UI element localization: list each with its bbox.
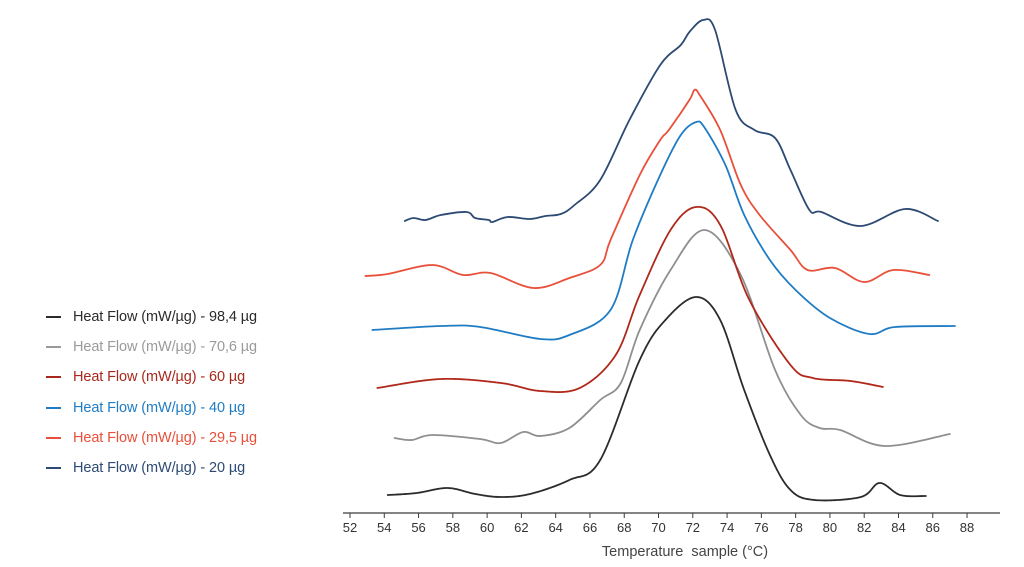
legend-item: Heat Flow (mW/µg) - 20 µg bbox=[46, 453, 257, 483]
legend-swatch bbox=[46, 406, 61, 409]
legend-swatch bbox=[46, 467, 61, 470]
x-axis-title: Temperature sample (°C) bbox=[602, 544, 768, 560]
legend-label: Heat Flow (mW/µg) - 29,5 µg bbox=[73, 429, 258, 446]
legend-swatch bbox=[46, 436, 61, 439]
legend-item: Heat Flow (mW/µg) - 29,5 µg bbox=[46, 423, 257, 453]
legend-label: Heat Flow (mW/µg) - 20 µg bbox=[73, 460, 246, 477]
x-tick-label: 60 bbox=[480, 520, 494, 535]
series-layer bbox=[364, 18, 956, 502]
x-tick-label: 84 bbox=[891, 520, 905, 535]
x-axis-ticks: 52 54 56 58 60 62 64 66 68 70 72 74 76 78 80 82 84 86 88 bbox=[343, 513, 974, 535]
x-tick-label: 72 bbox=[686, 520, 700, 535]
x-tick-label: 74 bbox=[720, 520, 734, 535]
legend-label: Heat Flow (mW/µg) - 60 µg bbox=[73, 369, 246, 386]
x-tick-label: 54 bbox=[377, 520, 391, 535]
x-tick-label: 58 bbox=[446, 520, 460, 535]
legend-item: Heat Flow (mW/µg) - 40 µg bbox=[46, 393, 257, 423]
x-tick-label: 52 bbox=[343, 520, 357, 535]
series-line-1 bbox=[393, 229, 951, 447]
x-tick-label: 80 bbox=[823, 520, 837, 535]
series-line-0 bbox=[386, 296, 927, 502]
x-tick-label: 86 bbox=[926, 520, 940, 535]
legend-item: Heat Flow (mW/µg) - 60 µg bbox=[46, 362, 257, 392]
series-line-3 bbox=[371, 120, 956, 341]
x-tick-label: 56 bbox=[411, 520, 425, 535]
legend-swatch bbox=[46, 376, 61, 379]
legend-label: Heat Flow (mW/µg) - 70,6 µg bbox=[73, 339, 258, 356]
legend: Heat Flow (mW/µg) - 98,4 µg Heat Flow (mW… bbox=[46, 302, 257, 483]
x-tick-label: 66 bbox=[583, 520, 597, 535]
legend-label: Heat Flow (mW/µg) - 40 µg bbox=[73, 399, 246, 416]
legend-swatch bbox=[46, 346, 61, 349]
x-tick-label: 62 bbox=[514, 520, 528, 535]
x-tick-label: 64 bbox=[548, 520, 562, 535]
legend-item: Heat Flow (mW/µg) - 98,4 µg bbox=[46, 302, 257, 332]
x-tick-label: 78 bbox=[788, 520, 802, 535]
x-tick-label: 76 bbox=[754, 520, 768, 535]
series-line-2 bbox=[376, 206, 884, 393]
series-line-5 bbox=[403, 18, 939, 227]
x-tick-label: 70 bbox=[651, 520, 665, 535]
legend-label: Heat Flow (mW/µg) - 98,4 µg bbox=[73, 309, 258, 326]
legend-swatch bbox=[46, 316, 61, 319]
series-line-4 bbox=[364, 88, 931, 289]
x-tick-label: 82 bbox=[857, 520, 871, 535]
legend-item: Heat Flow (mW/µg) - 70,6 µg bbox=[46, 332, 257, 362]
x-tick-label: 68 bbox=[617, 520, 631, 535]
x-tick-label: 88 bbox=[960, 520, 974, 535]
